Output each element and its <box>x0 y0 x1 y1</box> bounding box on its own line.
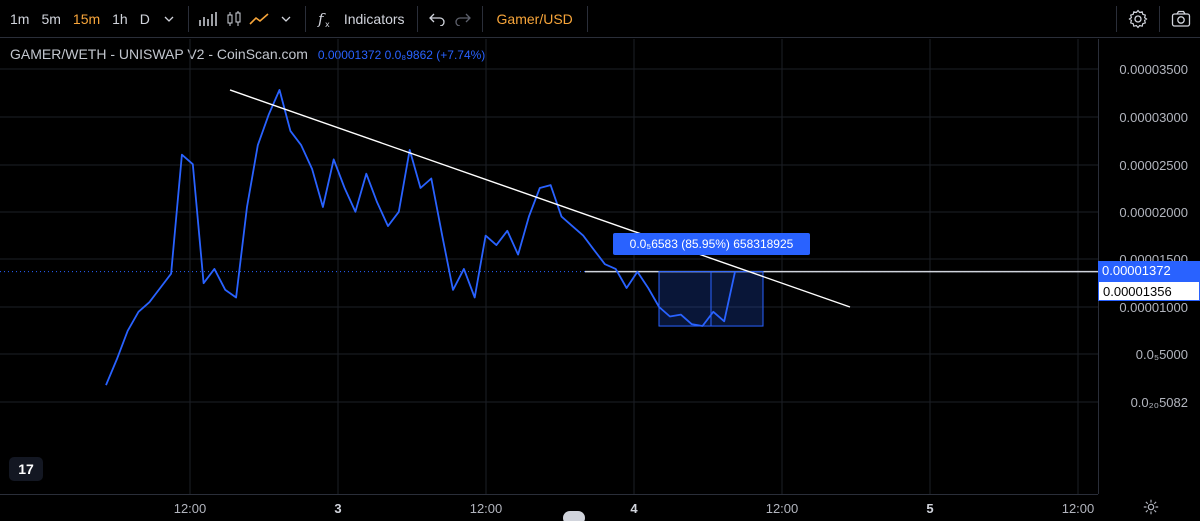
price-tick-label: 0.00003500 <box>1119 62 1188 77</box>
time-tick-label: 4 <box>630 501 638 516</box>
price-tick-label: 0.0₂₀5082 <box>1130 395 1188 410</box>
toolbar-divider <box>187 5 189 32</box>
price-tick-label: 0.00002500 <box>1119 158 1188 173</box>
price-tick-label: 0.00003000 <box>1119 110 1188 125</box>
camera-screenshot-icon[interactable] <box>1168 0 1194 38</box>
price-tick-label: 0.00001000 <box>1119 300 1188 315</box>
price-tick-label: 0.00002000 <box>1119 205 1188 220</box>
timeframe-dropdown-chevron-icon[interactable] <box>156 0 182 38</box>
bar-chart-type-icon[interactable] <box>195 0 221 38</box>
time-tick-label: 12:00 <box>469 501 503 516</box>
toolbar-divider <box>304 5 306 32</box>
toolbar-divider <box>416 5 418 32</box>
toolbar-divider <box>1116 6 1117 32</box>
time-tick-label: 12:00 <box>173 501 207 516</box>
toolbar-right-group <box>1108 0 1200 38</box>
symbol-button[interactable]: Gamer/USD <box>496 10 573 27</box>
grid-lines <box>0 39 1098 494</box>
price-series-line <box>105 89 736 386</box>
toolbar-divider <box>481 5 483 32</box>
svg-text:f: f <box>317 10 326 28</box>
timeframe-d[interactable]: D <box>139 10 150 27</box>
chart-type-dropdown-chevron-icon[interactable] <box>273 0 299 38</box>
measure-label: 0.0₅6583 (85.95%) 658318925 <box>613 233 810 255</box>
price-axis[interactable]: 0.00003500 0.00003000 0.00002500 0.00002… <box>1098 39 1200 494</box>
legend-values: 0.00001372 0.0₈9862 (+7.74%) <box>317 48 486 62</box>
trendline-drawing[interactable] <box>229 89 851 308</box>
tradingview-logo[interactable]: 17 <box>9 457 43 481</box>
toolbar-divider <box>586 5 588 32</box>
scroll-to-realtime-button[interactable] <box>563 511 585 521</box>
timeframe-1m[interactable]: 1m <box>10 10 30 27</box>
line-chart-type-icon[interactable] <box>247 0 273 38</box>
redo-icon[interactable] <box>450 0 476 38</box>
toolbar-divider <box>1159 6 1160 32</box>
time-tick-label: 12:00 <box>765 501 799 516</box>
price-tick-label: 0.0₅5000 <box>1135 347 1188 362</box>
axis-settings-gear-icon[interactable] <box>1142 498 1160 521</box>
time-axis[interactable]: 12:00 3 12:00 4 12:00 5 12:00 <box>0 494 1098 521</box>
time-tick-label: 12:00 <box>1061 501 1095 516</box>
timeframe-5m[interactable]: 5m <box>41 10 61 27</box>
time-tick-label: 5 <box>926 501 934 516</box>
svg-text:x: x <box>325 20 330 29</box>
chart-legend: GAMER/WETH - UNISWAP V2 - CoinScan.com 0… <box>10 46 485 62</box>
indicators-button[interactable]: Indicators <box>343 10 405 27</box>
timeframe-1h[interactable]: 1h <box>112 10 128 27</box>
current-price-tag: 0.00001372 <box>1098 261 1200 281</box>
crosshair-price-tag: 0.00001356 <box>1098 281 1200 301</box>
time-tick-label: 3 <box>334 501 342 516</box>
candlestick-chart-type-icon[interactable] <box>221 0 247 38</box>
settings-gear-icon[interactable] <box>1125 0 1151 38</box>
legend-pair-title: GAMER/WETH - UNISWAP V2 - CoinScan.com <box>10 46 308 62</box>
undo-icon[interactable] <box>424 0 450 38</box>
chart-plot-area[interactable] <box>0 39 1098 494</box>
timeframe-15m[interactable]: 15m <box>72 10 101 27</box>
